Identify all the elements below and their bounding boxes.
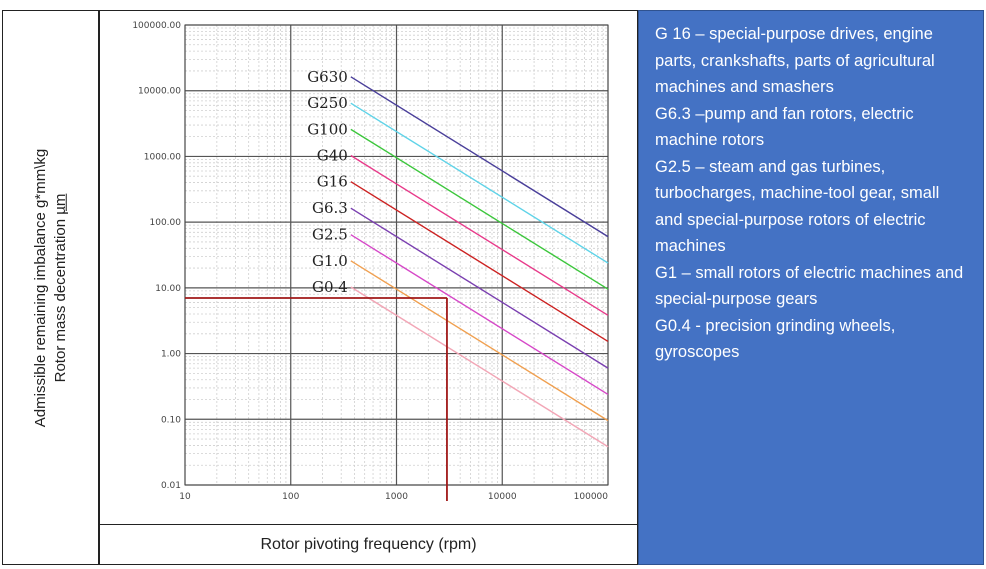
description-g0-4: G0.4 - precision grinding wheels, gyrosc… <box>655 316 896 362</box>
y-tick-label: 10.00 <box>155 284 181 294</box>
description-g6-3: G6.3 –pump and fan rotors, electric mach… <box>655 104 914 150</box>
series-line-g16 <box>350 181 609 343</box>
description-g2-5: G2.5 – steam and gas turbines, turbochar… <box>655 157 940 256</box>
grade-description-panel: G 16 – special-purpose drives, engine pa… <box>638 10 984 565</box>
series-line-g0-4 <box>350 286 609 448</box>
series-line-g6-3 <box>350 207 609 369</box>
series-line-g1-0 <box>350 260 609 422</box>
series-label-g630: G630 <box>307 68 348 86</box>
y-axis-label-line-2: Rotor mass decentration <box>51 218 69 382</box>
series-label-g0-4: G0.4 <box>312 278 348 296</box>
y-axis-label-unit: µm <box>51 193 69 215</box>
y-tick-label: 0.10 <box>161 415 181 425</box>
y-axis-label-line-1: Admissible remaining imbalance g*mm\kg <box>31 148 49 427</box>
x-tick-label: 10000 <box>488 492 517 502</box>
series-line-g250 <box>350 102 609 264</box>
description-g1: G1 – small rotors of electric machines a… <box>655 263 964 309</box>
x-tick-label: 100 <box>282 492 299 502</box>
y-tick-label: 1000.00 <box>144 152 181 162</box>
series-line-g40 <box>350 154 609 316</box>
description-g16: G 16 – special-purpose drives, engine pa… <box>655 25 935 96</box>
series-label-g100: G100 <box>307 120 348 138</box>
y-axis-label: Admissible remaining imbalance g*mm\kg R… <box>30 148 71 426</box>
y-tick-label: 100000.00 <box>132 21 181 31</box>
plot-cell: 0.01 0.10 1.00 10.00 100.00 1000.00 10000.00 10… <box>99 10 638 525</box>
x-tick-label: 10 <box>179 492 191 502</box>
x-axis-label-cell: Rotor pivoting frequency (rpm) <box>99 525 638 565</box>
x-tick-label: 100000 <box>574 492 609 502</box>
balance-grade-chart: 0.01 0.10 1.00 10.00 100.00 1000.00 10000.00 10… <box>132 21 609 502</box>
series-label-g2-5: G2.5 <box>312 226 348 244</box>
y-tick-label: 10000.00 <box>138 87 181 97</box>
y-tick-label: 0.01 <box>161 481 181 491</box>
series-label-g1-0: G1.0 <box>312 252 348 270</box>
x-axis-label: Rotor pivoting frequency (rpm) <box>260 535 477 553</box>
series-label-g6-3: G6.3 <box>312 199 348 217</box>
series-line-g2-5 <box>350 234 609 396</box>
x-tick-label: 1000 <box>385 492 408 502</box>
plot-area-border <box>184 24 609 486</box>
y-tick-label: 100.00 <box>150 218 182 228</box>
y-tick-label: 1.00 <box>161 350 181 360</box>
series-line-g630 <box>350 76 609 238</box>
series-label-g250: G250 <box>307 94 348 112</box>
series-label-g16: G16 <box>317 173 348 191</box>
series-line-g100 <box>350 128 609 290</box>
series-label-g40: G40 <box>317 147 348 165</box>
y-axis-label-cell: Admissible remaining imbalance g*mm\kg R… <box>2 10 99 565</box>
